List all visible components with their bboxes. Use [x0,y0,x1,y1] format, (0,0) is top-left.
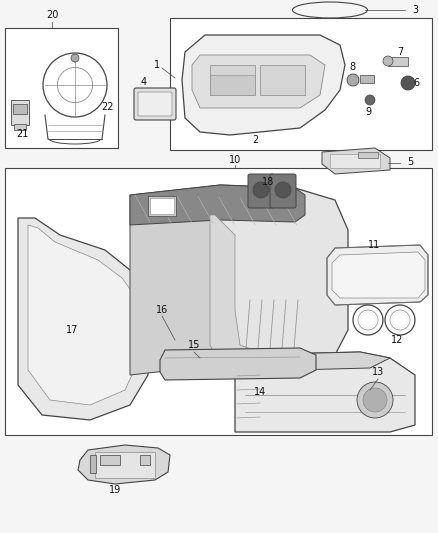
Bar [5,28,118,148]
Text: 13: 13 [372,367,384,377]
Polygon shape [327,245,428,305]
Bar [170,18,432,150]
Circle shape [253,182,269,198]
Polygon shape [160,348,316,380]
Polygon shape [130,185,305,225]
Bar [140,455,150,465]
Text: 15: 15 [188,340,200,350]
Bar [14,124,26,130]
Bar [100,455,120,465]
Circle shape [365,95,375,105]
FancyBboxPatch shape [248,174,274,208]
Bar [358,152,378,158]
Bar [260,65,305,95]
Polygon shape [332,252,425,298]
Text: 4: 4 [141,77,147,87]
Text: 12: 12 [391,335,403,345]
Bar [148,196,176,216]
FancyBboxPatch shape [270,174,296,208]
Bar [330,154,380,168]
Polygon shape [182,35,345,135]
Text: 6: 6 [413,78,419,88]
FancyBboxPatch shape [138,92,172,116]
Polygon shape [18,218,148,420]
Circle shape [275,182,291,198]
Bar [95,452,155,478]
Text: 2: 2 [252,135,258,145]
Bar [388,57,408,66]
Text: 17: 17 [66,325,78,335]
Polygon shape [192,55,325,108]
Text: 19: 19 [109,485,121,495]
Circle shape [383,56,393,66]
Circle shape [357,382,393,418]
Circle shape [363,388,387,412]
Polygon shape [210,215,270,372]
Text: 20: 20 [46,10,58,20]
Circle shape [401,76,415,90]
Bar [13,104,27,114]
Bar [150,198,174,214]
Text: 1: 1 [154,60,160,70]
Bar [360,75,374,83]
Bar [5,168,432,435]
FancyBboxPatch shape [134,88,176,120]
Text: 22: 22 [101,102,113,112]
Text: 21: 21 [16,129,28,139]
Bar [90,455,96,473]
Polygon shape [210,185,348,372]
Polygon shape [235,352,415,432]
Bar [210,75,255,95]
Text: 10: 10 [229,155,241,165]
Text: 8: 8 [349,62,355,72]
Circle shape [347,74,359,86]
Polygon shape [130,185,220,375]
Polygon shape [322,148,390,174]
Text: 7: 7 [397,47,403,57]
Polygon shape [238,352,390,371]
Text: 18: 18 [262,177,274,187]
Text: 16: 16 [156,305,168,315]
Text: 11: 11 [368,240,380,250]
Circle shape [71,54,79,62]
Text: 14: 14 [254,387,266,397]
Bar [210,65,255,95]
Polygon shape [28,225,138,405]
Polygon shape [78,445,170,484]
Text: 3: 3 [412,5,418,15]
Text: 9: 9 [365,107,371,117]
Bar [11,100,29,125]
Text: 5: 5 [407,157,413,167]
